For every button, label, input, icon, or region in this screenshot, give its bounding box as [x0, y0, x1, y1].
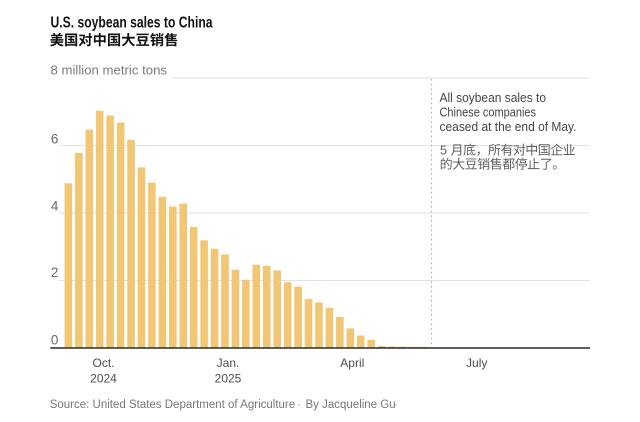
svg-text:Chinese companies: Chinese companies — [440, 105, 537, 120]
svg-text:All soybean sales to: All soybean sales to — [440, 90, 547, 105]
svg-text:2024: 2024 — [90, 372, 117, 386]
svg-text:0: 0 — [51, 332, 59, 347]
svg-text:Source: United States Departme: Source: United States Department of Agri… — [50, 399, 295, 411]
svg-text:2025: 2025 — [215, 372, 242, 386]
svg-text:U.S. soybean sales to China: U.S. soybean sales to China — [51, 15, 213, 32]
svg-text:6: 6 — [51, 131, 59, 146]
svg-text:·: · — [297, 399, 301, 411]
svg-text:ceased at the end of May.: ceased at the end of May. — [440, 119, 577, 134]
svg-text:Oct.: Oct. — [92, 356, 114, 370]
svg-text:4: 4 — [51, 199, 59, 214]
svg-text:·: · — [394, 399, 398, 411]
svg-text:5: 5 — [440, 143, 447, 157]
svg-text:2: 2 — [51, 265, 59, 280]
svg-text:By Jacqueline Gu: By Jacqueline Gu — [306, 399, 396, 411]
svg-text:Jan.: Jan. — [217, 356, 240, 370]
svg-text:8 million metric tons: 8 million metric tons — [51, 62, 168, 77]
svg-text:July: July — [466, 356, 487, 370]
svg-text:April: April — [340, 356, 364, 370]
